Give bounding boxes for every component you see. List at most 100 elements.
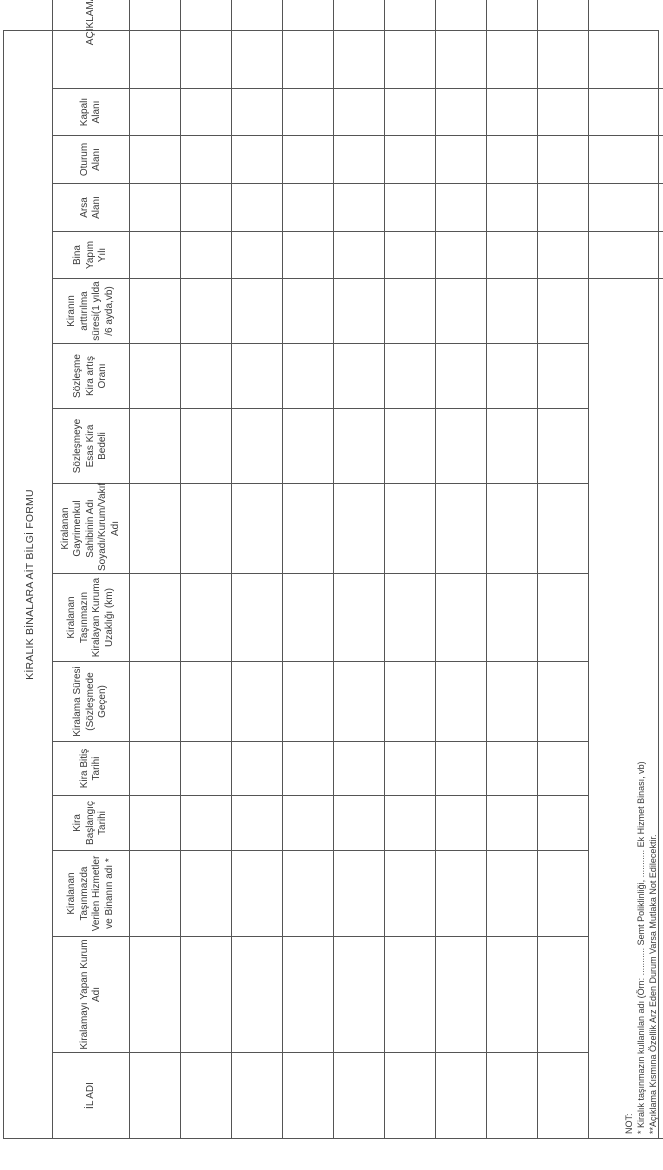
table-cell[interactable] xyxy=(435,741,487,796)
table-cell[interactable] xyxy=(333,1052,385,1139)
table-cell[interactable] xyxy=(486,573,538,662)
table-cell[interactable] xyxy=(537,278,589,344)
table-cell[interactable] xyxy=(129,483,181,574)
table-cell[interactable] xyxy=(333,88,385,136)
table-cell[interactable] xyxy=(537,0,589,89)
table-cell[interactable] xyxy=(282,278,334,344)
table-cell[interactable] xyxy=(231,661,283,742)
table-cell[interactable] xyxy=(537,408,589,484)
table-cell[interactable] xyxy=(231,936,283,1053)
table-cell[interactable] xyxy=(384,183,436,232)
table-cell[interactable] xyxy=(231,231,283,279)
table-cell[interactable] xyxy=(282,483,334,574)
table-cell[interactable] xyxy=(384,408,436,484)
table-cell[interactable] xyxy=(537,795,589,851)
table-cell[interactable] xyxy=(435,483,487,574)
table-cell[interactable] xyxy=(231,135,283,184)
table-cell[interactable] xyxy=(282,661,334,742)
table-cell[interactable] xyxy=(282,135,334,184)
table-cell[interactable] xyxy=(384,135,436,184)
table-cell[interactable] xyxy=(180,795,232,851)
table-cell[interactable] xyxy=(384,741,436,796)
table-cell[interactable] xyxy=(231,1052,283,1139)
table-cell[interactable] xyxy=(486,1052,538,1139)
table-cell[interactable] xyxy=(384,1052,436,1139)
table-cell[interactable] xyxy=(486,343,538,409)
table-cell[interactable] xyxy=(282,231,334,279)
table-cell[interactable] xyxy=(129,741,181,796)
table-cell[interactable] xyxy=(333,278,385,344)
table-cell[interactable] xyxy=(129,278,181,344)
table-cell[interactable] xyxy=(282,183,334,232)
table-cell[interactable] xyxy=(282,850,334,937)
table-cell[interactable] xyxy=(486,183,538,232)
table-cell[interactable] xyxy=(537,183,589,232)
table-cell[interactable] xyxy=(333,0,385,89)
table-cell[interactable] xyxy=(486,231,538,279)
table-cell[interactable] xyxy=(537,135,589,184)
table-cell[interactable] xyxy=(282,936,334,1053)
table-cell[interactable] xyxy=(129,936,181,1053)
table-cell[interactable] xyxy=(435,795,487,851)
table-cell[interactable] xyxy=(435,0,487,89)
table-cell[interactable] xyxy=(435,1052,487,1139)
table-cell[interactable] xyxy=(129,850,181,937)
table-cell[interactable] xyxy=(231,183,283,232)
table-cell[interactable] xyxy=(435,231,487,279)
table-cell[interactable] xyxy=(537,936,589,1053)
table-cell[interactable] xyxy=(180,573,232,662)
table-cell[interactable] xyxy=(537,88,589,136)
table-cell[interactable] xyxy=(333,483,385,574)
table-cell[interactable] xyxy=(486,661,538,742)
table-cell[interactable] xyxy=(282,795,334,851)
table-cell[interactable] xyxy=(333,850,385,937)
table-cell[interactable] xyxy=(537,850,589,937)
table-cell[interactable] xyxy=(588,183,663,232)
table-cell[interactable] xyxy=(486,741,538,796)
table-cell[interactable] xyxy=(333,661,385,742)
table-cell[interactable] xyxy=(333,183,385,232)
table-cell[interactable] xyxy=(537,231,589,279)
table-cell[interactable] xyxy=(435,278,487,344)
table-cell[interactable] xyxy=(129,1052,181,1139)
table-cell[interactable] xyxy=(129,573,181,662)
table-cell[interactable] xyxy=(333,135,385,184)
table-cell[interactable] xyxy=(231,408,283,484)
table-cell[interactable] xyxy=(129,183,181,232)
table-cell[interactable] xyxy=(129,661,181,742)
table-cell[interactable] xyxy=(384,483,436,574)
table-cell[interactable] xyxy=(180,231,232,279)
table-cell[interactable] xyxy=(486,0,538,89)
table-cell[interactable] xyxy=(486,135,538,184)
table-cell[interactable] xyxy=(486,795,538,851)
table-cell[interactable] xyxy=(333,573,385,662)
table-cell[interactable] xyxy=(384,278,436,344)
table-cell[interactable] xyxy=(537,483,589,574)
table-cell[interactable] xyxy=(180,483,232,574)
table-cell[interactable] xyxy=(435,343,487,409)
table-cell[interactable] xyxy=(180,0,232,89)
table-cell[interactable] xyxy=(231,88,283,136)
table-cell[interactable] xyxy=(333,795,385,851)
table-cell[interactable] xyxy=(333,343,385,409)
table-cell[interactable] xyxy=(231,483,283,574)
table-cell[interactable] xyxy=(231,573,283,662)
table-cell[interactable] xyxy=(537,343,589,409)
table-cell[interactable] xyxy=(333,936,385,1053)
table-cell[interactable] xyxy=(537,741,589,796)
table-cell[interactable] xyxy=(384,343,436,409)
table-cell[interactable] xyxy=(231,850,283,937)
table-cell[interactable] xyxy=(384,661,436,742)
table-cell[interactable] xyxy=(129,795,181,851)
table-cell[interactable] xyxy=(384,795,436,851)
table-cell[interactable] xyxy=(180,741,232,796)
table-cell[interactable] xyxy=(282,573,334,662)
table-cell[interactable] xyxy=(435,135,487,184)
table-cell[interactable] xyxy=(129,408,181,484)
table-cell[interactable] xyxy=(282,343,334,409)
table-cell[interactable] xyxy=(129,0,181,89)
table-cell[interactable] xyxy=(486,850,538,937)
table-cell[interactable] xyxy=(129,135,181,184)
table-cell[interactable] xyxy=(588,0,663,89)
table-cell[interactable] xyxy=(180,343,232,409)
